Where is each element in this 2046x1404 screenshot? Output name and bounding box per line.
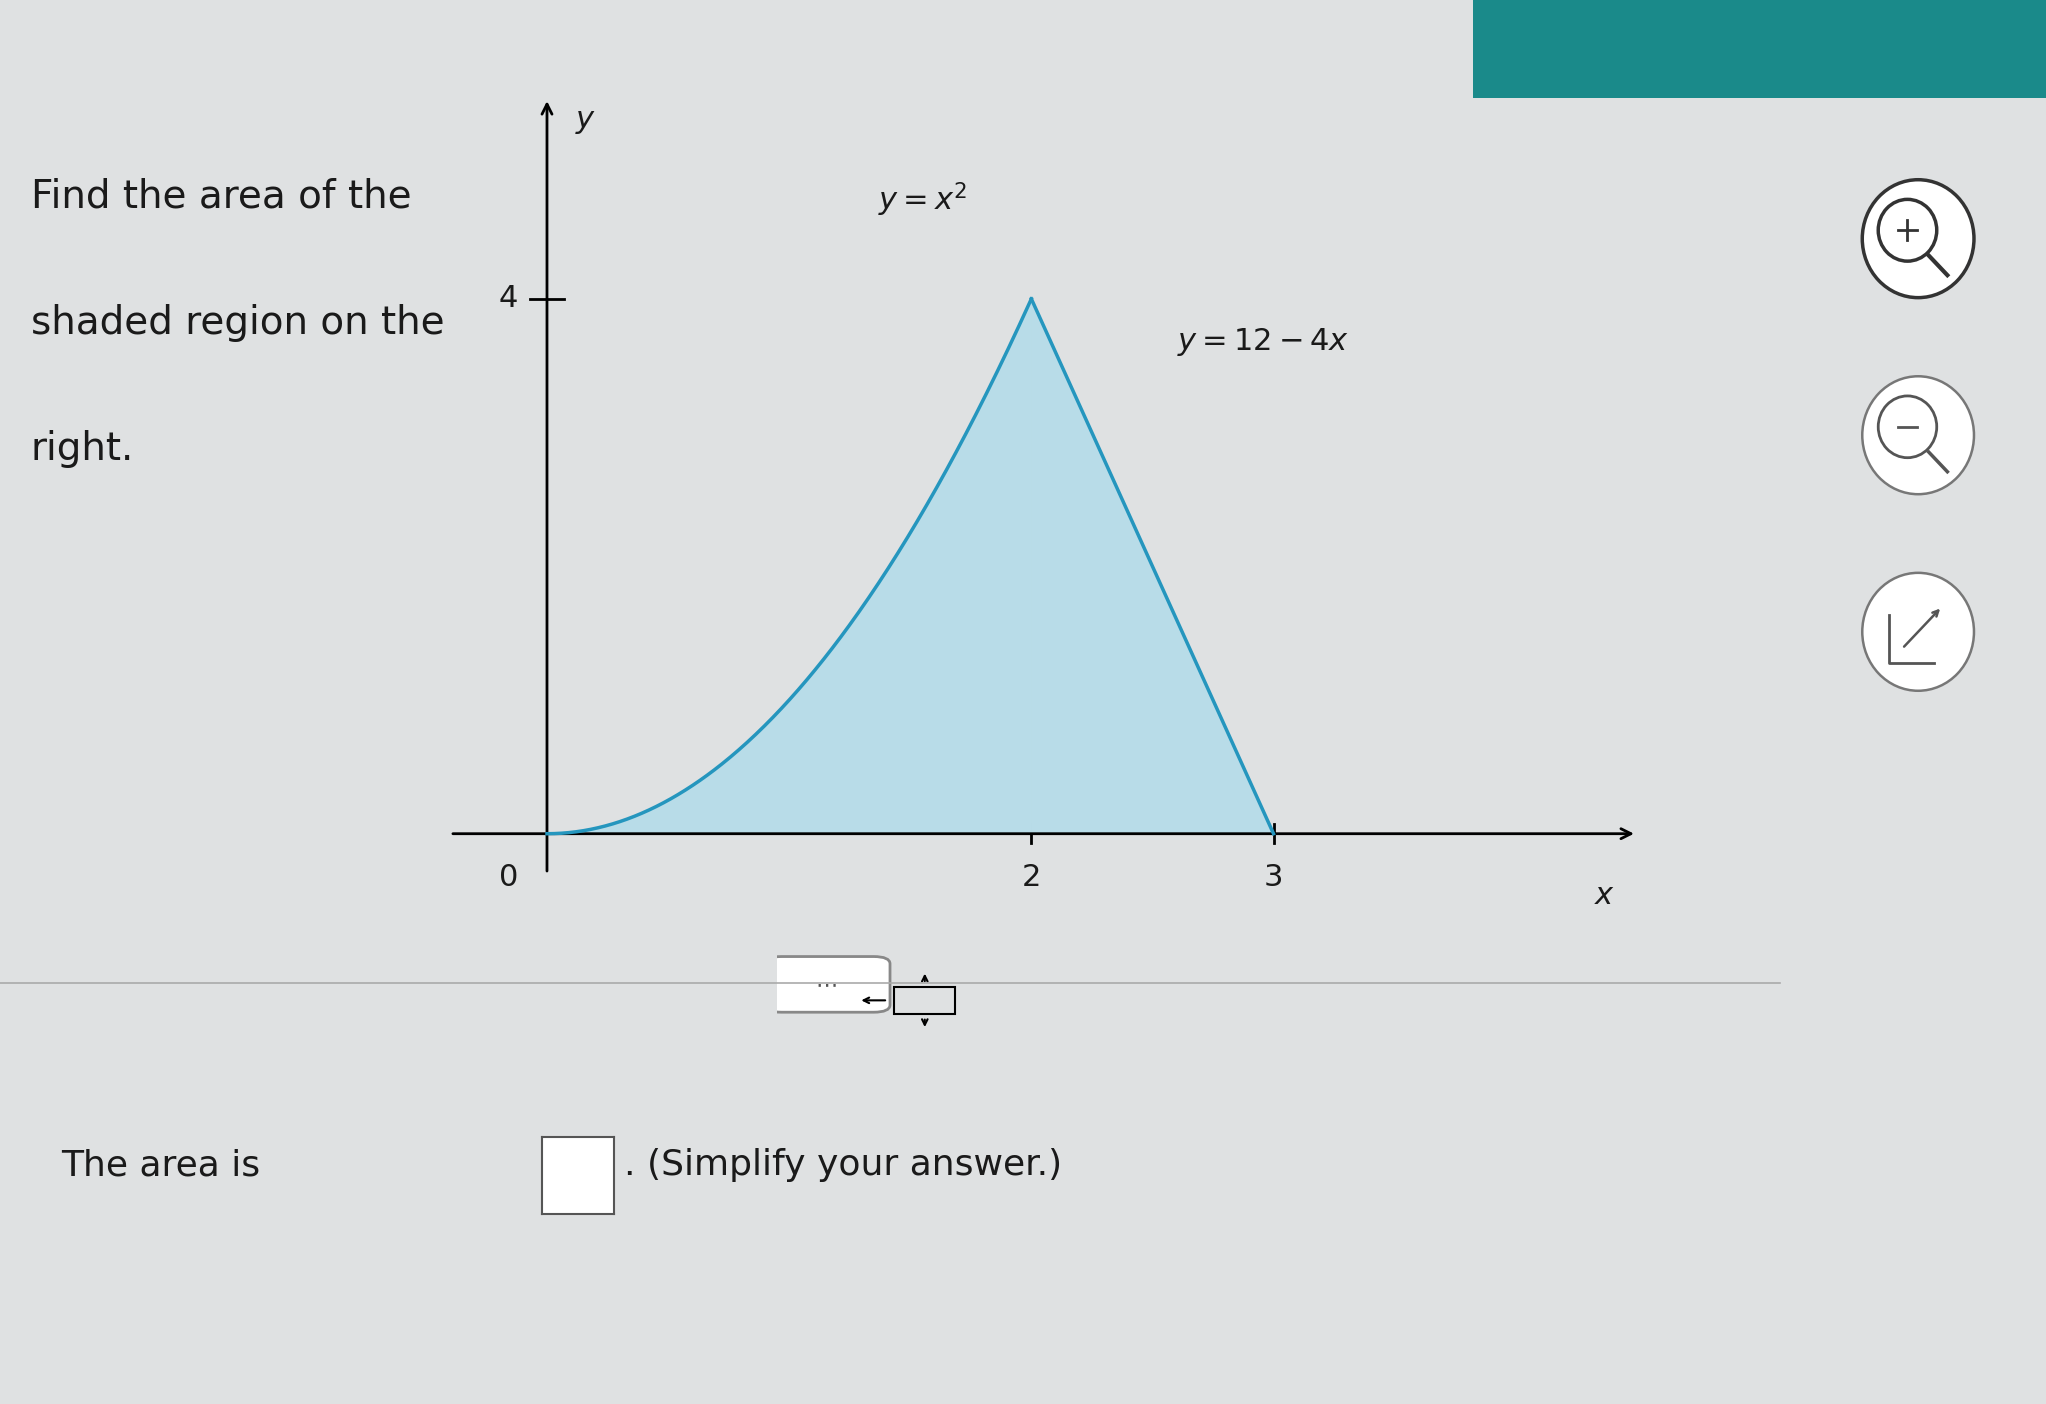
Text: 2: 2 xyxy=(1021,863,1041,892)
Text: ⋯: ⋯ xyxy=(816,974,837,995)
Text: y: y xyxy=(577,105,593,133)
Circle shape xyxy=(1862,180,1974,298)
Text: The area is: The area is xyxy=(61,1148,260,1182)
Text: x: x xyxy=(1594,880,1612,910)
Circle shape xyxy=(1862,376,1974,494)
Text: $y = x^2$: $y = x^2$ xyxy=(878,180,968,219)
Text: 4: 4 xyxy=(499,285,518,313)
Text: $y = 12 - 4x$: $y = 12 - 4x$ xyxy=(1176,326,1348,358)
Text: . (Simplify your answer.): . (Simplify your answer.) xyxy=(624,1148,1062,1182)
Circle shape xyxy=(1862,573,1974,691)
Text: 3: 3 xyxy=(1264,863,1283,892)
Text: Find the area of the: Find the area of the xyxy=(31,177,411,216)
Text: right.: right. xyxy=(31,430,135,469)
Text: shaded region on the: shaded region on the xyxy=(31,303,444,343)
Text: 0: 0 xyxy=(499,863,518,892)
FancyBboxPatch shape xyxy=(765,956,890,1012)
